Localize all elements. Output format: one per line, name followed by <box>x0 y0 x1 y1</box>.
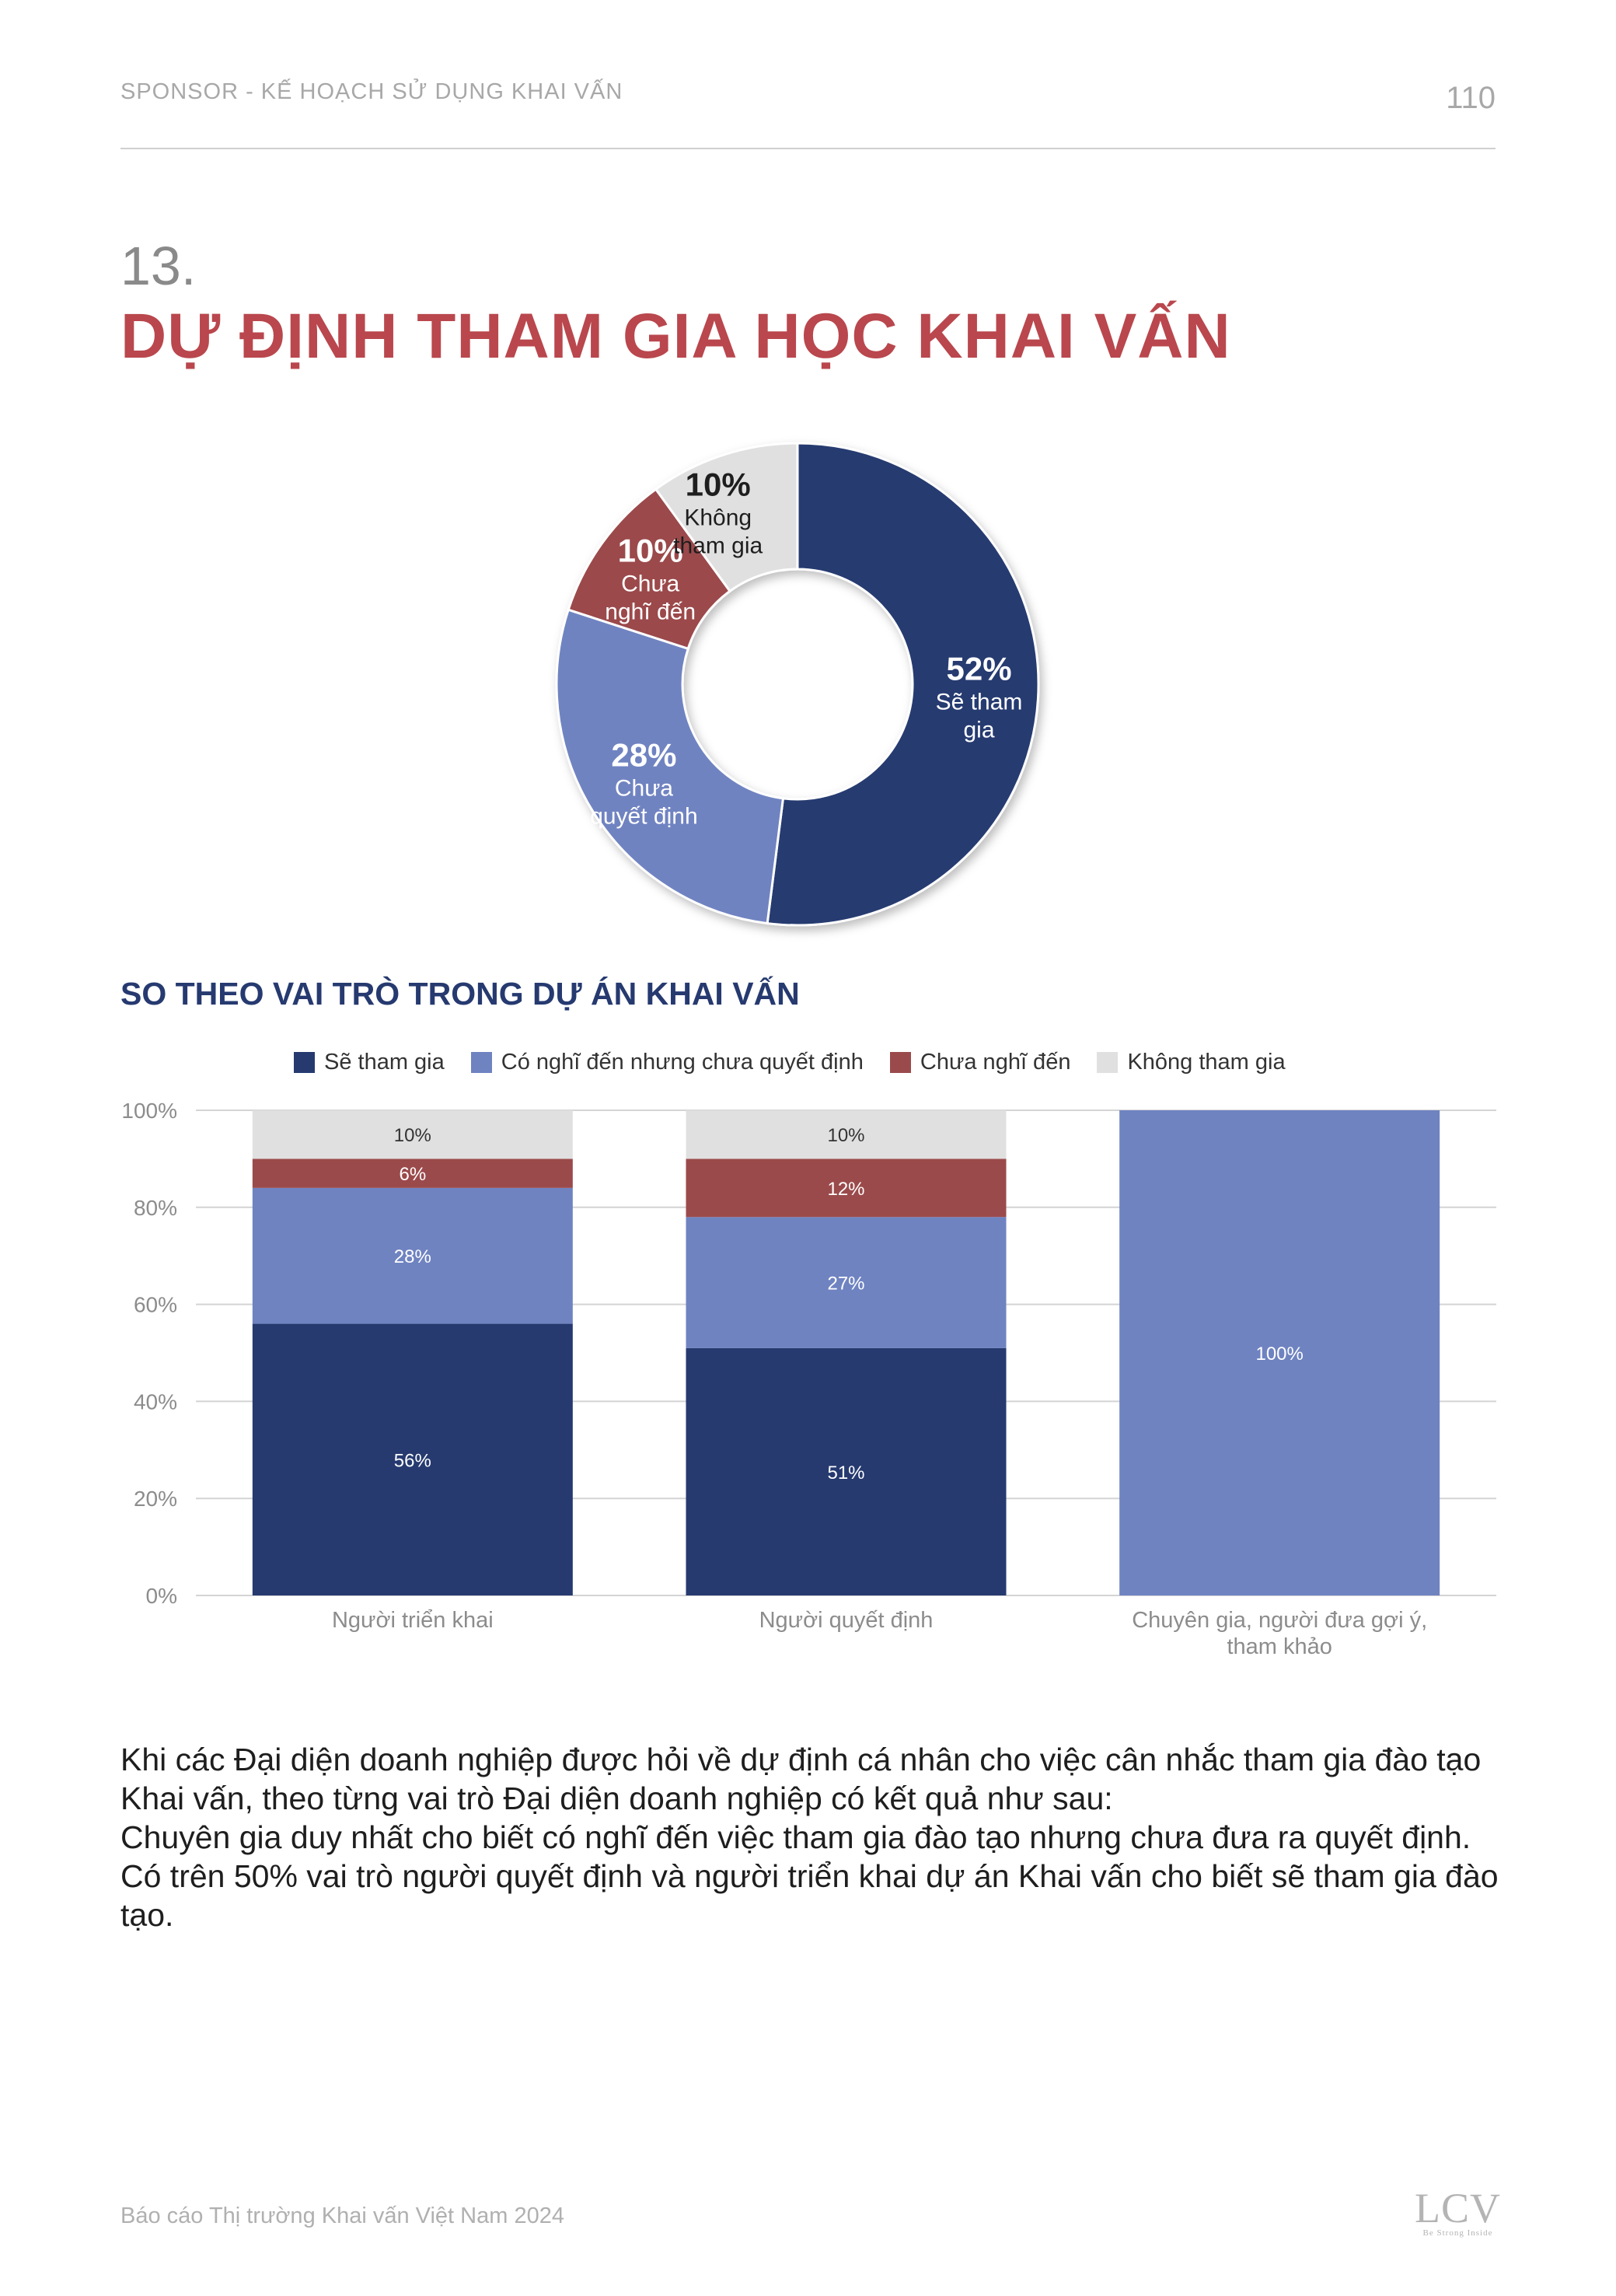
bar-chart-title: SO THEO VAI TRÒ TRONG DỰ ÁN KHAI VẤN <box>120 976 800 1012</box>
donut-slice-label: tham gia <box>673 533 763 558</box>
legend-label: Sẽ tham gia <box>324 1050 445 1075</box>
donut-slice <box>555 608 785 925</box>
y-tick-label: 100% <box>121 1099 177 1123</box>
donut-slice <box>654 442 799 593</box>
bar-segment <box>252 1323 573 1595</box>
logo-text: LCV <box>1415 2185 1501 2231</box>
legend-label: Có nghĩ đến nhưng chưa quyết định <box>501 1050 864 1075</box>
donut-pct-label: 10% <box>618 532 683 568</box>
body-paragraph: Chuyên gia duy nhất cho biết có nghĩ đến… <box>120 1819 1471 1855</box>
y-tick-label: 0% <box>146 1584 177 1608</box>
x-category-label: Người quyết định <box>759 1608 934 1633</box>
bar-value-label: 100% <box>1255 1344 1303 1365</box>
header-divider <box>120 148 1496 149</box>
body-paragraph: Có trên 50% vai trò người quyết định và … <box>120 1858 1499 1933</box>
body-paragraph: Khi các Đại diện doanh nghiệp được hỏi v… <box>120 1742 1482 1816</box>
legend-swatch <box>889 1052 911 1073</box>
donut-slice-label: gia <box>964 718 995 743</box>
y-tick-label: 60% <box>134 1293 177 1317</box>
legend-item: Sẽ tham gia <box>294 1050 445 1075</box>
bar-value-label: 27% <box>827 1274 864 1295</box>
donut-slice-label: Chưa <box>621 571 679 596</box>
donut-pct-label: 52% <box>947 651 1012 687</box>
bar-legend: Sẽ tham gia Có nghĩ đến nhưng chưa quyết… <box>294 1050 1286 1075</box>
donut-pct-label: 10% <box>686 466 751 502</box>
bar-value-label: 51% <box>827 1463 864 1483</box>
bar-value-label: 6% <box>399 1164 426 1185</box>
running-header: SPONSOR - KẾ HOẠCH SỬ DỤNG KHAI VẤN <box>120 79 623 104</box>
donut-pct-label: 28% <box>611 736 676 773</box>
lcv-logo: LCV Be Strong Inside <box>1415 2185 1501 2238</box>
y-tick-label: 40% <box>134 1389 177 1414</box>
bar-segment <box>686 1217 1007 1348</box>
donut-slice-label: Sẽ tham <box>936 690 1023 715</box>
y-tick-label: 80% <box>134 1196 177 1220</box>
donut-slice-label: Không <box>684 505 752 530</box>
bar-segment <box>686 1347 1007 1595</box>
bar-value-label: 10% <box>394 1125 431 1146</box>
footer-text: Báo cáo Thị trường Khai vấn Việt Nam 202… <box>120 2203 564 2228</box>
bar-segment <box>686 1158 1007 1218</box>
bar-segment <box>686 1110 1007 1159</box>
bar-segment <box>252 1187 573 1324</box>
y-tick-label: 20% <box>134 1487 177 1511</box>
x-category-label: Người triển khai <box>332 1608 494 1633</box>
donut-slice-label: Chưa <box>615 775 673 801</box>
donut-slice-label: nghĩ đến <box>605 599 696 624</box>
bar-segment <box>1119 1110 1440 1595</box>
bar-segment <box>252 1158 573 1188</box>
x-category-label: tham khảo <box>1227 1634 1332 1659</box>
bar-value-label: 10% <box>827 1125 864 1146</box>
body-text: Khi các Đại diện doanh nghiệp được hỏi v… <box>120 1740 1504 1934</box>
section-title: DỰ ĐỊNH THAM GIA HỌC KHAI VẤN <box>120 301 1231 372</box>
legend-item: Có nghĩ đến nhưng chưa quyết định <box>470 1050 864 1075</box>
bar-segment <box>252 1110 573 1159</box>
bar-value-label: 56% <box>394 1450 431 1471</box>
bar-value-label: 12% <box>827 1179 864 1200</box>
legend-swatch <box>470 1052 492 1073</box>
legend-label: Không tham gia <box>1127 1050 1286 1075</box>
bar-value-label: 28% <box>394 1246 431 1267</box>
legend-item: Chưa nghĩ đến <box>889 1050 1071 1075</box>
stacked-bar-chart: 0% 20% 40% 60% 80% 100% 56% 28% 6% 10% Người triển… <box>121 1099 1496 1659</box>
legend-swatch <box>294 1052 315 1073</box>
legend-label: Chưa nghĩ đến <box>920 1050 1071 1075</box>
logo-tagline: Be Strong Inside <box>1422 2228 1493 2238</box>
donut-slice-label: quyết định <box>590 803 697 829</box>
x-category-label: Chuyên gia, người đưa gợi ý, <box>1132 1608 1427 1633</box>
legend-item: Không tham gia <box>1097 1050 1286 1075</box>
page-number: 110 <box>1446 81 1496 115</box>
section-number: 13. <box>120 236 197 296</box>
legend-swatch <box>1097 1052 1119 1073</box>
donut-slice <box>766 442 1040 927</box>
donut-ring <box>555 442 1040 927</box>
